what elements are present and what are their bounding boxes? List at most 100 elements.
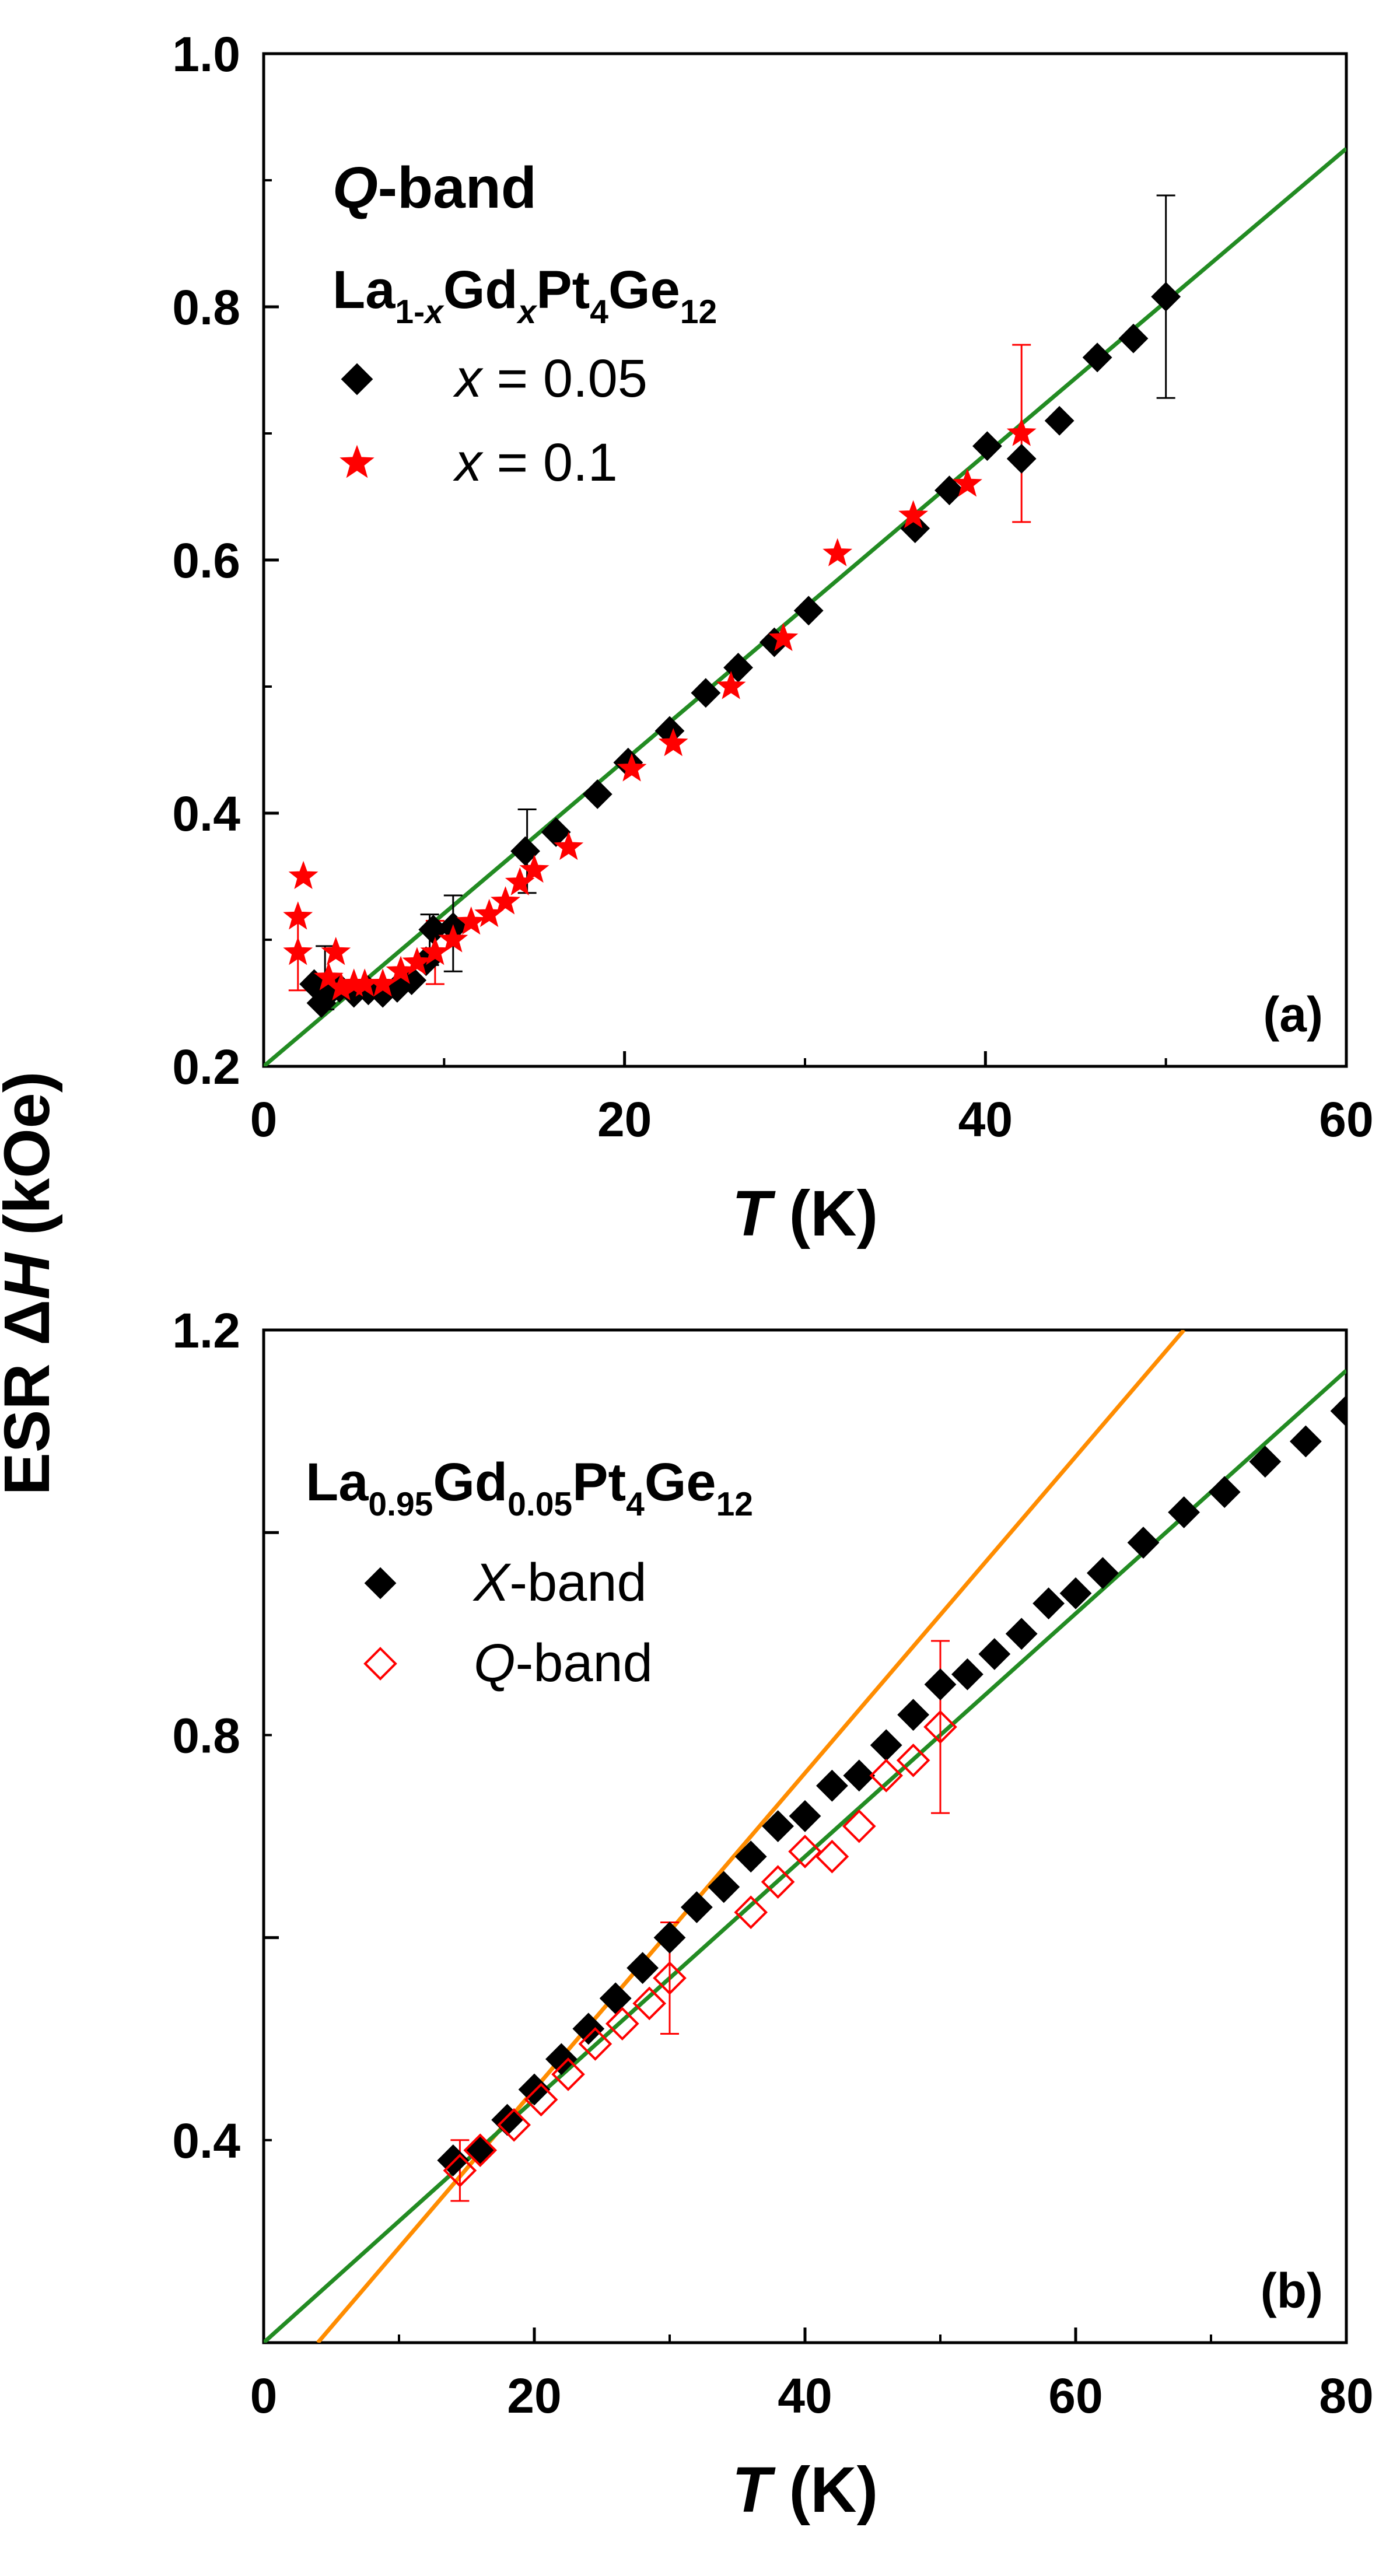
data-point	[518, 2073, 551, 2106]
data-point	[617, 753, 647, 782]
panel-label: (b)	[1261, 2263, 1323, 2318]
data-point	[978, 1638, 1011, 1670]
data-point	[1006, 443, 1037, 474]
data-point	[1044, 405, 1074, 436]
y-tick-label: 0.4	[172, 786, 240, 841]
data-point	[822, 538, 853, 566]
x-tick-label: 0	[250, 1092, 278, 1147]
legend-title: Q-band	[332, 155, 537, 220]
data-point	[898, 500, 929, 528]
data-point	[658, 727, 688, 757]
data-point	[599, 1982, 632, 2015]
data-point	[896, 1743, 930, 1777]
data-point	[691, 678, 721, 708]
legend-entry-label: x = 0.1	[453, 433, 618, 492]
data-point	[869, 1759, 904, 1793]
data-point	[789, 1800, 821, 1832]
data-point	[788, 1835, 822, 1868]
y-tick-label: 0.8	[172, 1708, 240, 1763]
data-point	[519, 854, 550, 883]
data-point	[793, 596, 824, 626]
data-point	[1005, 1618, 1038, 1650]
legend-formula: La0.95Gd0.05Pt4Ge12	[306, 1452, 753, 1523]
data-point	[762, 1810, 794, 1843]
data-point	[761, 1865, 795, 1899]
panel-label: (a)	[1263, 987, 1323, 1042]
data-point	[541, 817, 571, 847]
data-point	[524, 2082, 558, 2117]
data-point	[463, 2133, 498, 2167]
data-point	[443, 2154, 477, 2188]
data-point	[1168, 1496, 1200, 1528]
data-point	[716, 671, 746, 699]
data-layer	[264, 1330, 1346, 2343]
x-tick-label: 60	[1319, 1092, 1373, 1147]
data-point	[551, 2057, 585, 2091]
data-point	[582, 779, 612, 809]
data-point	[972, 431, 1002, 461]
data-point	[1208, 1476, 1241, 1508]
data-point	[554, 831, 584, 860]
x-axis-label: T (K)	[732, 2454, 878, 2526]
data-point	[815, 1839, 849, 1874]
fit-line	[316, 1330, 1186, 2343]
data-point	[843, 1759, 876, 1792]
data-point	[1330, 1395, 1346, 1427]
data-point	[283, 936, 313, 965]
x-tick-label: 40	[958, 1092, 1013, 1147]
x-tick-label: 20	[597, 1092, 652, 1147]
data-point	[1086, 1557, 1119, 1590]
y-tick-label: 1.0	[172, 27, 240, 82]
data-point	[951, 1658, 984, 1690]
data-point	[1151, 282, 1181, 312]
data-point	[283, 901, 313, 930]
data-point	[545, 2043, 578, 2076]
y-tick-label: 0.2	[172, 1040, 240, 1094]
data-point	[497, 2108, 531, 2142]
data-point	[816, 1769, 848, 1802]
data-point	[437, 2144, 470, 2176]
legend-marker	[340, 444, 374, 478]
y-tick-label: 0.4	[172, 2113, 240, 2168]
data-point	[632, 1986, 667, 2021]
x-tick-label: 60	[1048, 2368, 1102, 2423]
y-tick-label: 0.6	[172, 533, 240, 588]
x-axis-label: T (K)	[732, 1178, 878, 1250]
data-point	[605, 2007, 639, 2041]
legend-formula: La1-xGdxPt4Ge12	[332, 260, 717, 331]
data-point	[1032, 1587, 1065, 1620]
x-tick-label: 40	[778, 2368, 832, 2423]
data-point	[924, 1668, 957, 1701]
y-tick-label: 0.8	[172, 280, 240, 335]
data-point	[456, 906, 487, 935]
legend-entry-label: X-band	[473, 1553, 647, 1612]
data-point	[923, 1710, 957, 1744]
y-tick-label: 1.2	[172, 1303, 240, 1358]
data-point	[626, 1952, 659, 1985]
data-point	[842, 1809, 876, 1843]
data-point	[734, 1895, 768, 1930]
panel-a: 0 20 40 60 0.2 0.4 0.6 0.8 1.0 T (K) (a) Q-band La1-…	[172, 27, 1374, 1250]
fit-line	[264, 1368, 1346, 2343]
data-point	[1289, 1425, 1322, 1458]
panel-b: 0 20 40 60 80 0.4 0.8 1.2 T (K) (b) La0.95Gd0.05Pt…	[172, 1303, 1374, 2526]
data-point	[491, 2104, 524, 2136]
data-point	[897, 1699, 930, 1731]
legend-marker	[364, 1567, 397, 1600]
data-point	[402, 947, 432, 975]
data-point	[870, 1729, 902, 1762]
data-point	[1127, 1527, 1160, 1559]
x-tick-label: 80	[1319, 2368, 1373, 2423]
legend-entry-label: x = 0.05	[453, 349, 648, 408]
data-point	[572, 2013, 605, 2045]
legend-marker	[363, 1647, 397, 1681]
data-point	[935, 475, 964, 506]
legend-entry-label: Q-band	[474, 1633, 653, 1693]
y-axis-label: ESR ΔH (kOe)	[0, 1071, 63, 1495]
data-point	[1006, 418, 1037, 446]
data-point	[578, 2027, 612, 2061]
data-point	[952, 468, 982, 497]
data-point	[768, 622, 799, 652]
data-point	[491, 886, 520, 915]
